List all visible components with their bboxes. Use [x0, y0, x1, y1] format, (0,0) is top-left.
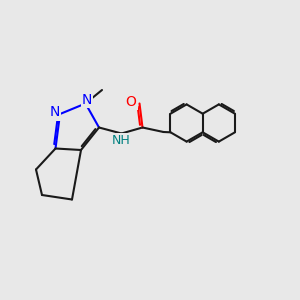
Text: N: N [82, 93, 92, 107]
Text: N: N [50, 106, 60, 119]
Text: NH: NH [112, 134, 131, 147]
Text: O: O [126, 95, 136, 109]
